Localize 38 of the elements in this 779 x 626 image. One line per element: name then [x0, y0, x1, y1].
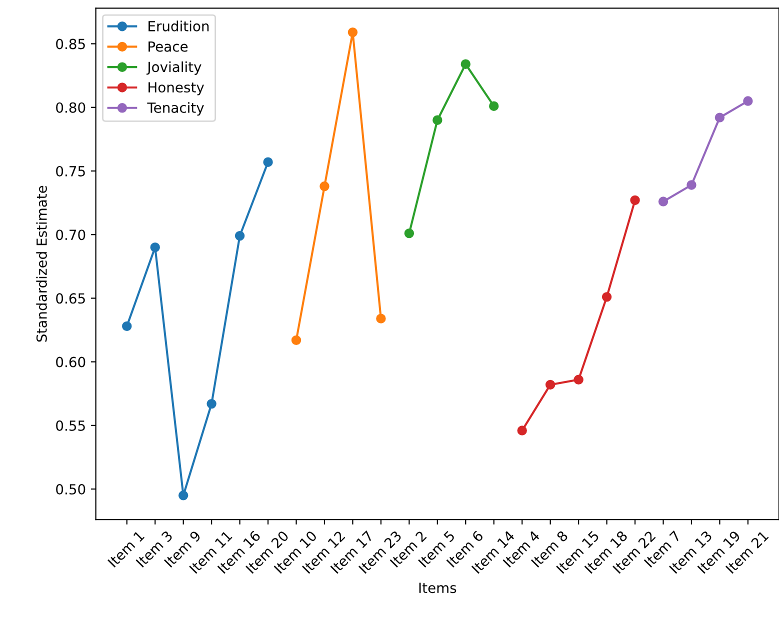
point: [150, 242, 160, 252]
legend-label: Erudition: [148, 20, 209, 32]
y-tick-label: 0.60: [56, 356, 86, 368]
point: [545, 380, 556, 390]
y-tick-label: 0.75: [56, 166, 85, 176]
point: [178, 490, 188, 500]
x-axis-title: Items: [419, 582, 456, 594]
y-tick-label: 0.65: [56, 293, 85, 304]
legend-label: Peace: [148, 41, 188, 52]
y-tick-label: 0.55: [56, 420, 85, 431]
point: [206, 398, 216, 409]
y-tick-label: 0.80: [56, 102, 86, 113]
legend-label: Tenacity: [147, 102, 204, 116]
legend-label: Honesty: [148, 82, 204, 96]
point: [376, 314, 386, 324]
point: [263, 157, 273, 167]
point: [432, 115, 442, 125]
point: [714, 112, 725, 122]
legend-label: Joviality: [146, 61, 202, 75]
point: [460, 59, 470, 69]
y-tick-label: 0.50: [56, 484, 86, 495]
point: [602, 292, 612, 302]
point: [348, 27, 358, 38]
point: [320, 181, 330, 192]
point: [291, 335, 302, 346]
y-tick-label: 0.85: [56, 38, 85, 50]
point: [658, 196, 668, 206]
point: [686, 180, 696, 190]
point: [743, 96, 753, 106]
y-tick-label: 0.70: [56, 230, 86, 240]
y-axis-title: Standardized Estimate: [36, 186, 47, 342]
point: [404, 228, 414, 238]
point: [234, 231, 245, 241]
point: [517, 426, 527, 436]
point: [122, 321, 132, 332]
point: [630, 195, 640, 206]
point: [489, 101, 499, 111]
point: [574, 374, 584, 384]
